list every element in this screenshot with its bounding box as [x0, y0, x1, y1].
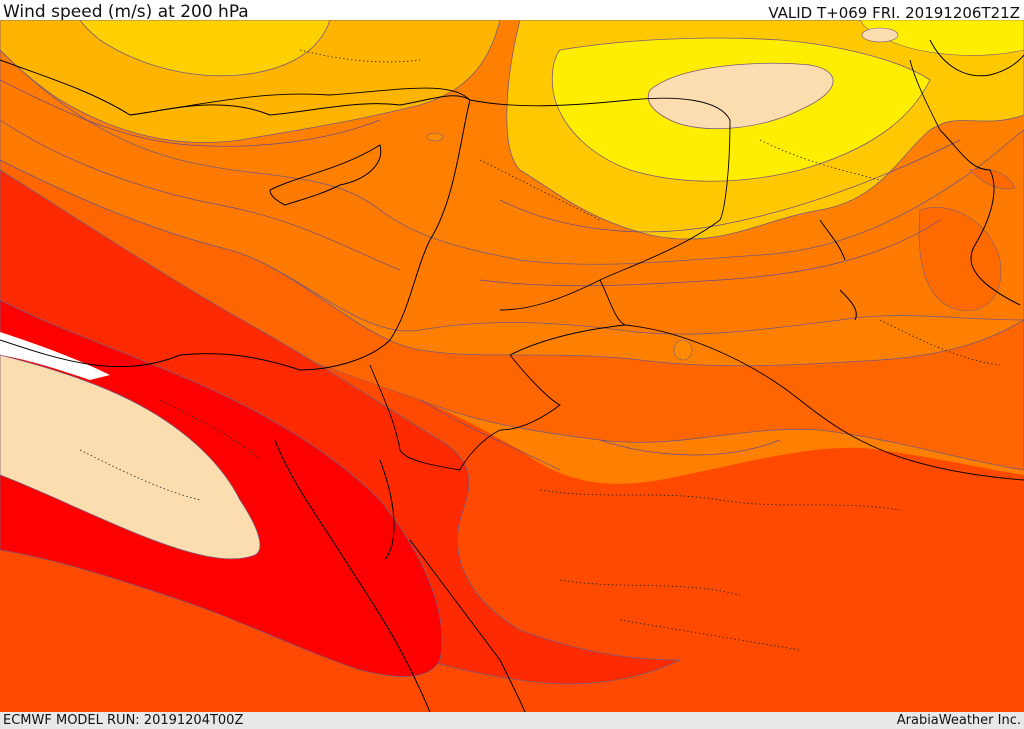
map-canvas — [0, 20, 1024, 712]
band-white — [0, 332, 110, 380]
contour-blob-2 — [426, 132, 444, 142]
country-borders-overlay — [129, 59, 1024, 481]
model-run-label: ECMWF MODEL RUN: 20191204T00Z — [3, 713, 244, 728]
band-yellow-nw — [79, 20, 331, 77]
band-orange-blob-e — [918, 207, 1002, 311]
low-wind-core-ne — [647, 62, 834, 130]
admin-boundaries-overlay — [79, 49, 1001, 651]
valid-time-label: VALID T+069 FRI. 20191206T21Z — [768, 4, 1020, 22]
contour-blob-1 — [673, 339, 693, 361]
map-header: Wind speed (m/s) at 200 hPa VALID T+069 … — [0, 0, 1024, 22]
map-footer: ECMWF MODEL RUN: 20191204T00Z ArabiaWeat… — [0, 712, 1024, 729]
wind-speed-map — [0, 20, 1024, 712]
jet-core — [0, 354, 261, 560]
coastline-overlay — [0, 39, 1024, 712]
map-title: Wind speed (m/s) at 200 hPa — [3, 2, 249, 22]
band-orange-mid — [0, 49, 1024, 335]
contour-blob-3 — [861, 27, 899, 43]
band-orange-blob-e2 — [969, 168, 1016, 190]
credit-label: ArabiaWeather Inc. — [896, 713, 1021, 728]
contour-lines — [0, 79, 961, 471]
